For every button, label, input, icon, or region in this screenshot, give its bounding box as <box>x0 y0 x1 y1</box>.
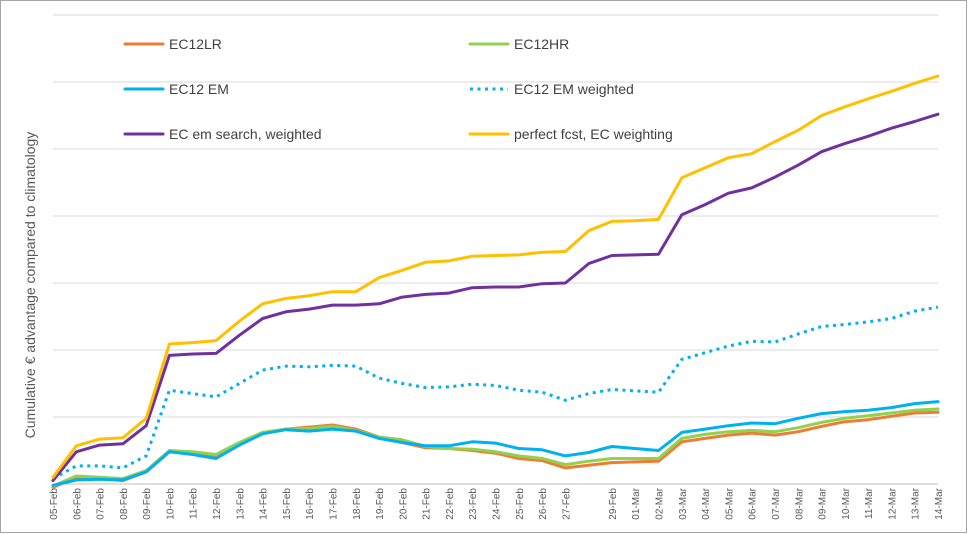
series-line-ec12-em <box>51 400 940 487</box>
x-tick-label: 01-Mar <box>631 487 642 519</box>
legend-label: EC12LR <box>169 36 222 52</box>
x-tick-label: 08-Feb <box>119 488 130 520</box>
series-line-ec12lr <box>51 410 940 489</box>
x-tick-label: 19-Feb <box>375 488 386 520</box>
x-tick-label: 29-Feb <box>608 488 619 520</box>
x-tick-label: 03-Mar <box>678 487 689 519</box>
x-tick-label: 07-Mar <box>771 487 782 519</box>
gridlines <box>53 14 938 485</box>
x-tick-label: 15-Feb <box>282 488 293 520</box>
x-tick-label: 11-Mar <box>864 487 875 519</box>
x-axis-tick-labels: 05-Feb 06-Feb 07-Feb 08-Feb 09-Feb 10-Feb 11-F… <box>49 487 945 519</box>
legend-label: EC em search, weighted <box>169 126 322 142</box>
legend-label: EC12 EM weighted <box>514 81 634 97</box>
x-tick-label: 12-Feb <box>212 488 223 520</box>
x-tick-label: 24-Feb <box>492 488 503 520</box>
series-line-ec12hr <box>51 407 940 488</box>
legend-label: EC12HR <box>514 36 569 52</box>
x-tick-label: 18-Feb <box>352 488 363 520</box>
x-tick-label: 22-Feb <box>445 488 456 520</box>
x-tick-label: 13-Mar <box>911 487 922 519</box>
x-tick-label: 14-Feb <box>259 488 270 520</box>
legend-label: perfect fcst, EC weighting <box>514 126 673 142</box>
x-tick-label: 12-Mar <box>887 487 898 519</box>
x-tick-label: 27-Feb <box>561 488 572 520</box>
x-tick-label: 05-Mar <box>724 487 735 519</box>
x-tick-label: 09-Feb <box>142 488 153 520</box>
x-tick-label: 13-Feb <box>235 488 246 520</box>
x-tick-label: 11-Feb <box>189 488 200 519</box>
x-tick-label: 14-Mar <box>934 487 945 519</box>
series-line-ec12-em-weighted <box>52 305 939 480</box>
series-line-perfect-fcst-ec-weighting <box>51 74 940 479</box>
x-tick-label: 06-Feb <box>72 488 83 520</box>
y-axis-title: Cumulative € advantage compared to clima… <box>22 132 38 439</box>
x-tick-label: 10-Mar <box>841 487 852 519</box>
x-tick-label: 04-Mar <box>701 487 712 519</box>
x-tick-label: 26-Feb <box>538 488 549 520</box>
x-tick-label: 21-Feb <box>422 488 433 520</box>
x-tick-label: 06-Mar <box>748 487 759 519</box>
x-tick-label: 16-Feb <box>305 488 316 520</box>
x-tick-label: 10-Feb <box>165 488 176 520</box>
series-line-ec-em-search-weighted <box>51 112 940 483</box>
x-tick-label: 20-Feb <box>398 488 409 520</box>
x-tick-label: 09-Mar <box>818 487 829 519</box>
series-lines <box>51 74 940 489</box>
legend-label: EC12 EM <box>169 81 229 97</box>
x-tick-label: 25-Feb <box>515 488 526 520</box>
x-tick-label: 17-Feb <box>328 488 339 520</box>
x-tick-label: 05-Feb <box>49 488 60 520</box>
x-tick-label: 07-Feb <box>96 488 107 520</box>
x-tick-label: 23-Feb <box>468 488 479 520</box>
x-tick-label: 02-Mar <box>655 487 666 519</box>
x-tick-label: 08-Mar <box>794 487 805 519</box>
legend: EC12LR EC12HR EC12 EM EC12 EM weighted EC em… <box>123 36 673 142</box>
